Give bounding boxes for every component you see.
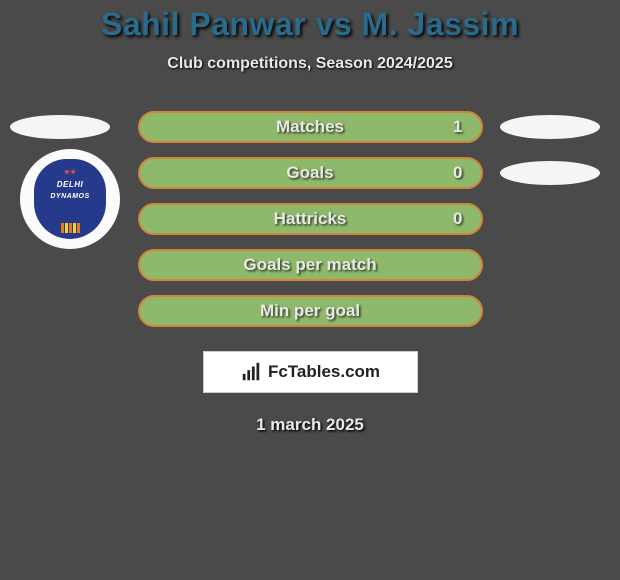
stat-row: Goals per match [0, 249, 620, 295]
stat-label: Matches [276, 117, 344, 137]
stat-pill: Hattricks 0 [138, 203, 483, 235]
stat-label: Goals [286, 163, 333, 183]
player-slot-right [500, 161, 600, 185]
player-slot-left [10, 115, 110, 139]
stats-rows: Matches1★★DELHIDYNAMOSGoals0Hattricks0Go… [0, 111, 620, 341]
stat-label: Min per goal [260, 301, 360, 321]
stat-pill: Goals per match [138, 249, 483, 281]
stat-row: Matches 1 [0, 111, 620, 157]
stat-pill: Min per goal [138, 295, 483, 327]
stat-label: Hattricks [274, 209, 347, 229]
badge-label-sub: DYNAMOS [50, 193, 89, 200]
badge-label-main: DELHI [57, 180, 84, 189]
stat-row: Hattricks 0 [0, 203, 620, 249]
stat-value: 0 [453, 209, 462, 229]
player-slot-right [500, 115, 600, 139]
stat-value: 1 [453, 117, 462, 137]
stat-pill: Matches 1 [138, 111, 483, 143]
bar-chart-icon [240, 361, 262, 383]
comparison-subtitle: Club competitions, Season 2024/2025 [0, 55, 620, 73]
stat-row: ★★ DELHI DYNAMOS Goals 0 [0, 157, 620, 203]
badge-stars: ★★ [64, 169, 77, 176]
stat-row: Min per goal [0, 295, 620, 341]
stat-pill: Goals 0 [138, 157, 483, 189]
stat-label: Goals per match [243, 255, 376, 275]
comparison-title: Sahil Panwar vs M. Jassim [0, 0, 620, 43]
comparison-date: 1 march 2025 [0, 415, 620, 435]
footer-label: FcTables.com [268, 362, 380, 382]
stat-value: 0 [453, 163, 462, 183]
footer-attribution: FcTables.com [203, 351, 418, 393]
